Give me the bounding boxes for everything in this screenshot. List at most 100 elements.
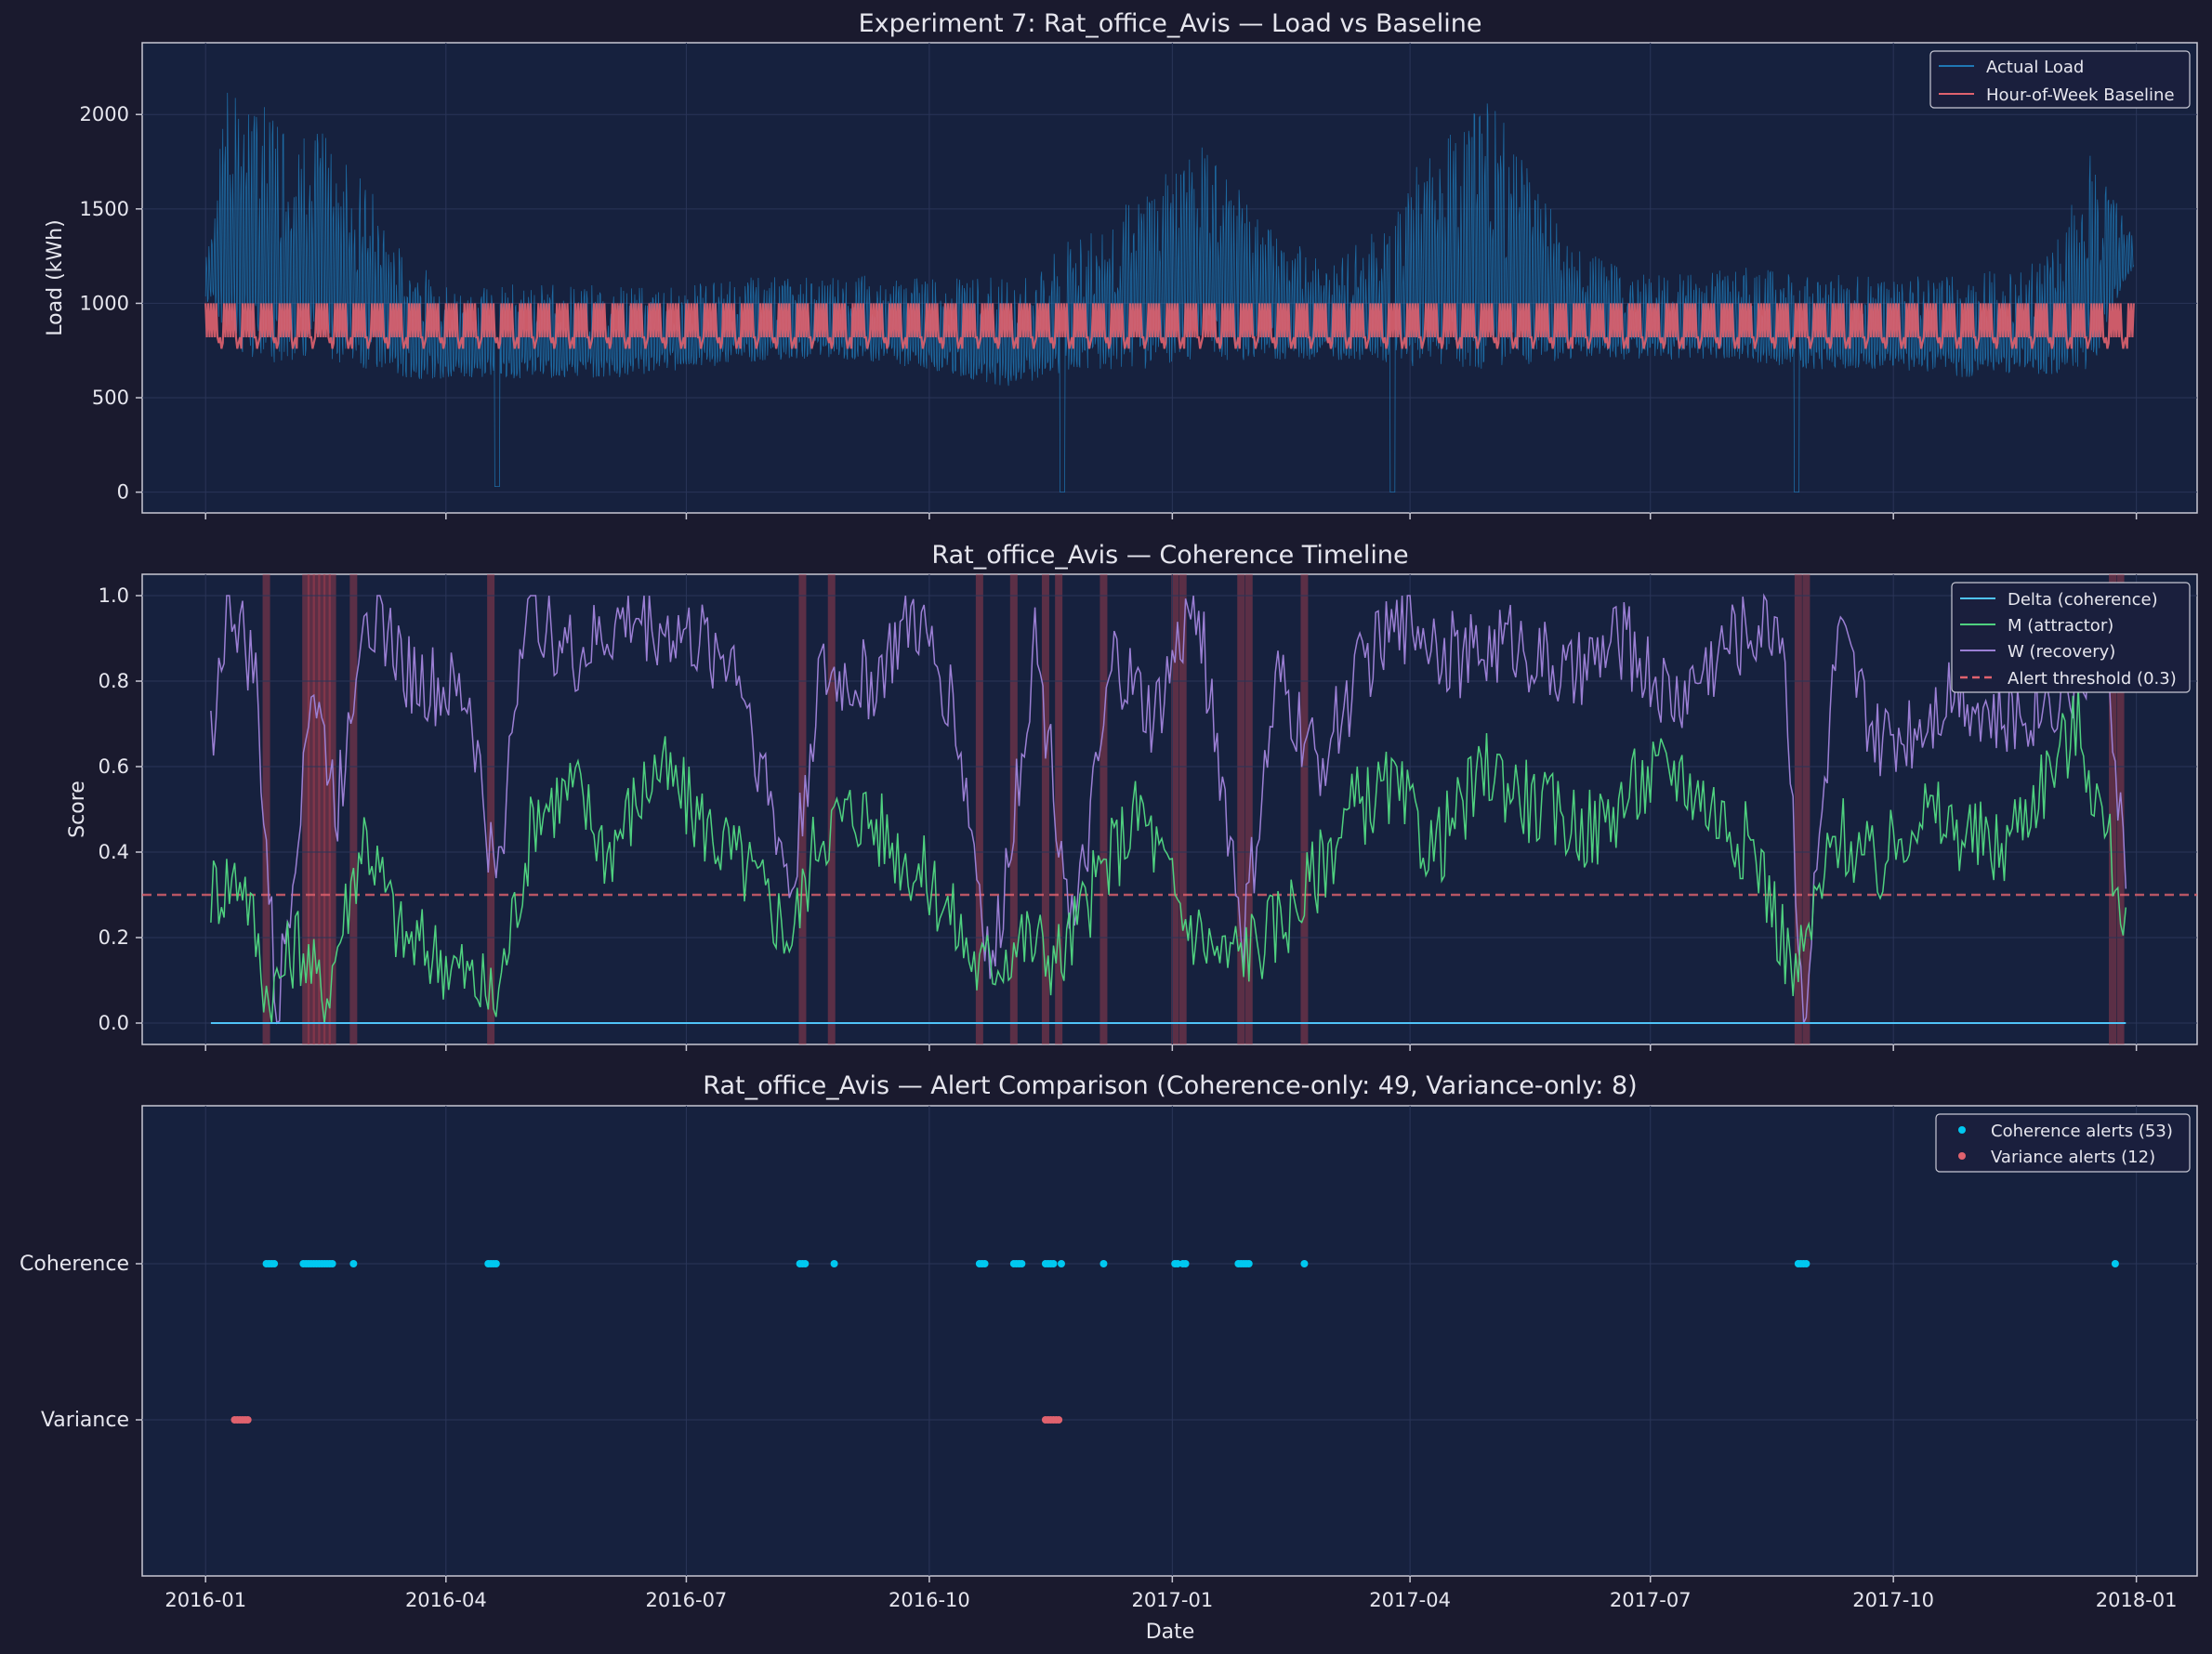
panel-load-y-ticks: 0 500 1000 1500 2000 (80, 103, 142, 504)
alert-band (1244, 574, 1253, 1044)
alert-band (1237, 574, 1245, 1044)
y-tick-label: 500 (92, 387, 129, 409)
coherence-alert-point (830, 1260, 838, 1267)
x-tick-label: 2017-01 (1131, 1589, 1213, 1611)
panel-load-legend-box (1929, 50, 2191, 109)
x-tick-label: 2017-04 (1369, 1589, 1451, 1611)
alert-band (1099, 574, 1108, 1044)
y-tick-label: 0.2 (99, 926, 129, 949)
alert-band (1802, 574, 1810, 1044)
alert-band (1055, 574, 1063, 1044)
panel-coherence-series (142, 593, 2197, 1025)
alert-band (1171, 574, 1179, 1044)
legend-variance-alerts-label: Variance alerts (12) (1991, 1148, 2155, 1167)
y-tick-label: 1.0 (99, 584, 129, 607)
alert-band (2116, 574, 2125, 1044)
alert-band (1794, 574, 1802, 1044)
y-tick-label: 0.0 (99, 1012, 129, 1034)
alert-band (328, 574, 336, 1044)
panel-load-grid (142, 43, 2197, 513)
y-category-label: Variance (41, 1409, 129, 1432)
panel-load-title: Experiment 7: Rat_office_Avis — Load vs … (859, 9, 1482, 38)
y-tick-label: 1500 (80, 198, 129, 220)
panel-alerts-y-ticks: Coherence Variance (20, 1253, 142, 1432)
y-tick-label: 0.8 (99, 670, 129, 692)
coherence-alert-point (801, 1260, 810, 1267)
alert-band (1178, 574, 1187, 1044)
alert-band (1009, 574, 1018, 1044)
alert-band (323, 574, 331, 1044)
legend-variance-alerts-swatch (1958, 1152, 1966, 1160)
legend-w-label: W (recovery) (2008, 642, 2115, 662)
coherence-alert-point (1049, 1260, 1058, 1267)
coherence-alert-point (1802, 1260, 1810, 1267)
panel-alerts-plot-area (141, 1105, 2198, 1577)
legend-coherence-alerts-label: Coherence alerts (53) (1991, 1122, 2173, 1141)
panel-alerts-legend: Coherence alerts (53) Variance alerts (1… (1935, 1113, 2191, 1173)
panel-alerts-series (230, 1260, 2119, 1424)
coherence-alert-point (1018, 1260, 1026, 1267)
y-tick-label: 1000 (80, 292, 129, 314)
panel-load-x-ticks (204, 513, 2138, 519)
panel-load-legend: Actual Load Hour-of-Week Baseline (1929, 50, 2191, 109)
coherence-alert-point (349, 1260, 358, 1267)
x-tick-label: 2016-04 (405, 1589, 487, 1611)
panel-alerts-x-ticks: 2016-01 2016-04 2016-07 2016-10 2017-01 2017-… (165, 1576, 2178, 1611)
alert-band (349, 574, 358, 1044)
coherence-alert-point (1174, 1260, 1182, 1267)
panel-alerts: Rat_office_Avis — Alert Comparison (Cohe… (20, 1071, 2198, 1644)
panel-coherence-legend-box (1951, 582, 2191, 693)
alert-band (1041, 574, 1049, 1044)
panel-load-y-label: Load (kWh) (44, 219, 67, 335)
coherence-alert-point (1300, 1260, 1309, 1267)
variance-alert-point (1055, 1416, 1063, 1424)
panel-load: Experiment 7: Rat_office_Avis — Load vs … (44, 9, 2198, 519)
panel-coherence-legend: Delta (coherence) M (attractor) W (recov… (1951, 582, 2191, 693)
y-tick-label: 0 (117, 481, 129, 504)
x-tick-label: 2016-10 (889, 1589, 970, 1611)
legend-m-label: M (attractor) (2008, 616, 2113, 636)
series-actual-load (204, 92, 2135, 492)
alert-band (487, 574, 495, 1044)
series-hour-of-week-baseline (204, 303, 2135, 349)
panel-alerts-title: Rat_office_Avis — Alert Comparison (Cohe… (703, 1071, 1637, 1100)
x-tick-label: 2016-01 (165, 1589, 246, 1611)
alert-band (318, 574, 326, 1044)
x-tick-label: 2017-10 (1852, 1589, 1934, 1611)
y-tick-label: 0.4 (99, 841, 129, 863)
alert-band (1300, 574, 1309, 1044)
panel-coherence-plot-area (141, 573, 2198, 1045)
alert-band (302, 574, 310, 1044)
legend-threshold-label: Alert threshold (0.3) (2008, 669, 2177, 689)
x-tick-label: 2017-07 (1610, 1589, 1692, 1611)
coherence-alert-point (1099, 1260, 1108, 1267)
panel-coherence-title: Rat_office_Avis — Coherence Timeline (931, 541, 1408, 570)
x-tick-label: 2016-07 (646, 1589, 728, 1611)
alert-band (2109, 574, 2117, 1044)
coherence-alert-point (328, 1260, 336, 1267)
alert-band (975, 574, 983, 1044)
coherence-alert-point (1057, 1260, 1065, 1267)
panel-coherence: Rat_office_Avis — Coherence Timeline 0.0… (66, 541, 2198, 1051)
coherence-alert-point (1181, 1260, 1190, 1267)
coherence-alert-point (270, 1260, 279, 1267)
legend-coherence-alerts-swatch (1958, 1126, 1966, 1134)
y-tick-label: 0.6 (99, 755, 129, 778)
y-category-label: Coherence (20, 1253, 129, 1276)
series-m-attractor (210, 686, 2127, 1024)
x-tick-label: 2018-01 (2096, 1589, 2178, 1611)
legend-delta-label: Delta (coherence) (2008, 590, 2158, 610)
panel-coherence-y-ticks: 0.0 0.2 0.4 0.6 0.8 1.0 (99, 584, 142, 1034)
x-axis-label: Date (1146, 1621, 1195, 1644)
panel-coherence-y-label: Score (66, 781, 89, 838)
legend-actual-load-label: Actual Load (1986, 58, 2084, 77)
alert-band (262, 574, 270, 1044)
coherence-alert-point (492, 1260, 500, 1267)
panel-alerts-legend-box (1935, 1113, 2191, 1173)
alert-band (798, 574, 807, 1044)
alert-band (312, 574, 321, 1044)
variance-alert-point (244, 1416, 252, 1424)
coherence-alert-point (2111, 1260, 2119, 1267)
panel-coherence-x-ticks (204, 1044, 2138, 1051)
